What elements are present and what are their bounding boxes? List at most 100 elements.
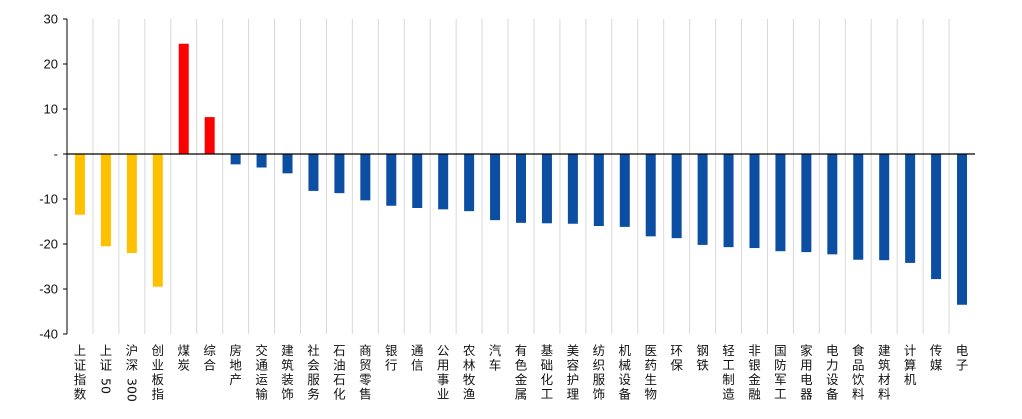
x-tick-label-char: 非 bbox=[748, 343, 761, 358]
x-tick-label-char: 房 bbox=[229, 343, 242, 358]
x-tick-label-char: 属 bbox=[515, 387, 528, 402]
x-tick-label-char: 贸 bbox=[359, 358, 372, 373]
x-tick-label-part: 300 bbox=[124, 378, 139, 402]
x-tick-label-char: 用 bbox=[800, 358, 813, 373]
y-tick-label: -10 bbox=[39, 192, 58, 207]
x-tick-label-char: 石 bbox=[333, 343, 346, 358]
axes bbox=[63, 18, 975, 335]
x-tick-label-char: 品 bbox=[852, 358, 865, 373]
x-tick-label-char: 渔 bbox=[463, 387, 476, 402]
bars bbox=[74, 43, 968, 305]
x-tick-label-char: 色 bbox=[515, 358, 528, 373]
x-tick-label-char: 化 bbox=[541, 372, 554, 387]
x-tick-label-char: 售 bbox=[359, 387, 372, 402]
bar-纺织服饰 bbox=[593, 154, 604, 226]
x-tick-label-char: 医 bbox=[644, 343, 657, 358]
category-gridlines bbox=[92, 19, 950, 334]
x-tick-label-char: 深 bbox=[126, 358, 139, 373]
x-tick-label-char: 备 bbox=[826, 387, 839, 402]
bar-银行 bbox=[386, 154, 397, 206]
x-tick-label-char: 汽 bbox=[489, 343, 502, 358]
bar-商贸零售 bbox=[360, 154, 371, 201]
bar-食品饮料 bbox=[853, 154, 864, 260]
x-tick-label-char: 上 bbox=[100, 343, 113, 358]
x-tick-label-计算机: 计算机 bbox=[904, 343, 917, 387]
x-tick-label-char: 业 bbox=[152, 358, 165, 373]
x-tick-label-char: 家 bbox=[800, 343, 813, 358]
x-tick-label-char: 工 bbox=[541, 387, 554, 402]
x-tick-label-通信: 通信 bbox=[411, 343, 424, 373]
x-tick-label-char: 药 bbox=[644, 358, 657, 373]
y-tick-label: - bbox=[54, 147, 58, 162]
bar-非银金融 bbox=[749, 154, 760, 249]
x-tick-label-char: 装 bbox=[281, 372, 294, 387]
x-tick-label-char: 饰 bbox=[593, 387, 606, 402]
x-tick-label-char: 筑 bbox=[878, 358, 891, 373]
x-tick-label-char: 通 bbox=[411, 343, 424, 358]
bar-社会服务 bbox=[308, 154, 319, 191]
x-tick-label-煤炭: 煤炭 bbox=[177, 343, 190, 373]
y-tick-label: 20 bbox=[44, 57, 58, 72]
x-tick-label-char: 信 bbox=[411, 358, 424, 373]
x-tick-label-char: 建 bbox=[281, 343, 294, 358]
x-tick-label-char: 产 bbox=[229, 372, 242, 387]
x-tick-label-char: 容 bbox=[567, 358, 580, 373]
x-tick-label-char: 机 bbox=[619, 343, 632, 358]
bar-环保 bbox=[671, 154, 682, 239]
x-tick-label-char: 料 bbox=[878, 387, 891, 402]
x-tick-label-char: 设 bbox=[619, 372, 632, 387]
x-tick-label-char: 用 bbox=[437, 358, 450, 373]
x-tick-label-char: 织 bbox=[593, 358, 606, 373]
x-tick-label-char: 运 bbox=[255, 372, 268, 387]
x-tick-label-char: 行 bbox=[385, 358, 398, 373]
x-tick-label-char: 服 bbox=[593, 372, 606, 387]
x-tick-label-char: 牧 bbox=[463, 372, 476, 387]
x-tick-label-char: 军 bbox=[774, 372, 787, 387]
x-tick-label-char: 饮 bbox=[852, 372, 865, 387]
x-tick-label-char: 银 bbox=[748, 358, 761, 373]
x-tick-label-char: 地 bbox=[229, 358, 242, 373]
x-tick-label-char: 公 bbox=[437, 343, 450, 358]
x-tick-label-char: 美 bbox=[567, 343, 580, 358]
x-tick-label-银行: 银行 bbox=[385, 343, 398, 373]
x-tick-label-char: 证 bbox=[100, 358, 113, 373]
x-tick-label-char: 备 bbox=[619, 387, 632, 402]
x-tick-label-汽车: 汽车 bbox=[489, 343, 502, 373]
x-tick-label-char: 有 bbox=[515, 343, 528, 358]
x-tick-label-char: 金 bbox=[748, 372, 761, 387]
x-tick-label-char: 护 bbox=[567, 372, 580, 387]
x-tick-label-char: 力 bbox=[826, 358, 839, 373]
x-tick-label-char: 会 bbox=[307, 358, 320, 373]
x-tick-label-char: 料 bbox=[852, 387, 865, 402]
x-tick-label-char: 综 bbox=[203, 343, 216, 358]
x-tick-label-沪深300: 沪深 300 bbox=[124, 343, 139, 402]
x-tick-label-char: 输 bbox=[255, 387, 268, 402]
x-tick-label-环保: 环保 bbox=[670, 343, 683, 373]
x-tick-label-char: 纺 bbox=[593, 343, 606, 358]
y-axis-tick-labels: 30 20 10 - -10 -20 -30 -40 bbox=[39, 12, 58, 342]
x-tick-label-char: 电 bbox=[800, 372, 813, 387]
x-tick-label-char: 传 bbox=[930, 343, 943, 358]
bar-房地产 bbox=[230, 154, 241, 165]
x-tick-label-char: 业 bbox=[437, 387, 450, 402]
x-tick-label-char: 服 bbox=[307, 372, 320, 387]
bar-交通运输 bbox=[256, 154, 267, 168]
x-tick-label-char: 合 bbox=[203, 358, 216, 373]
x-tick-label-char: 沪 bbox=[126, 343, 139, 358]
